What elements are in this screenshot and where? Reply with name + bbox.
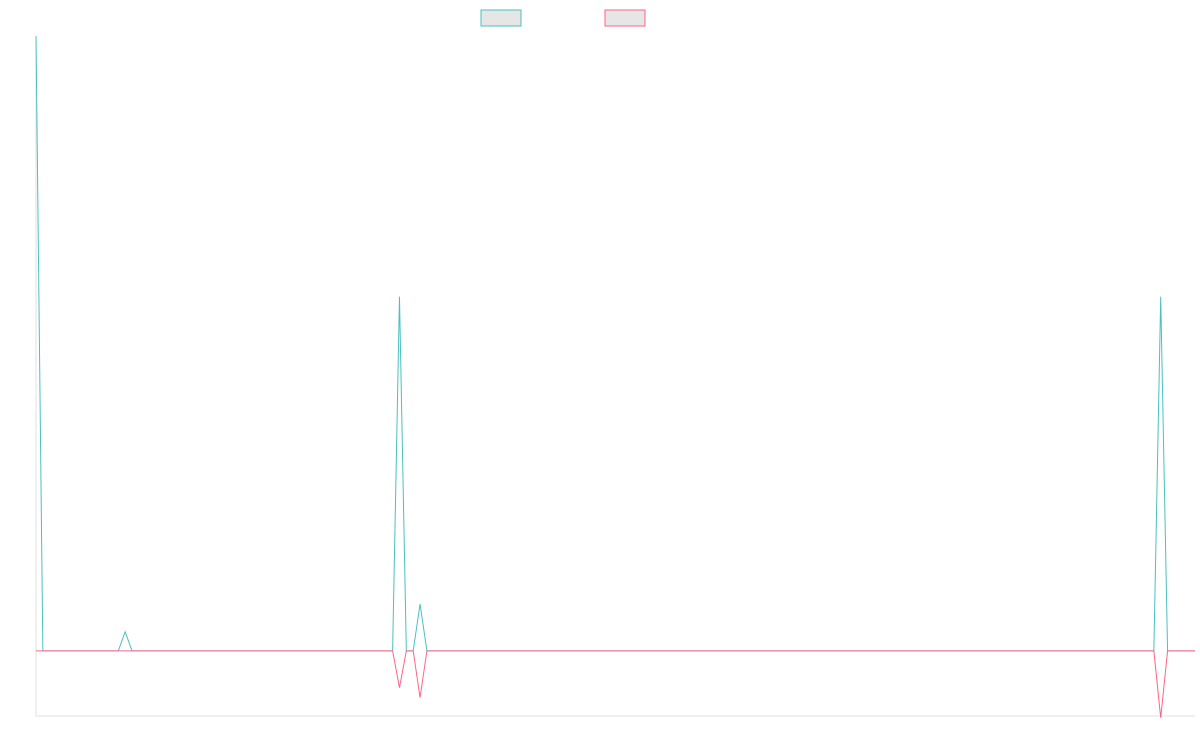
series-line [35,35,1195,652]
series-line [36,650,1195,718]
legend-box [480,9,522,27]
legend-box [604,9,646,27]
